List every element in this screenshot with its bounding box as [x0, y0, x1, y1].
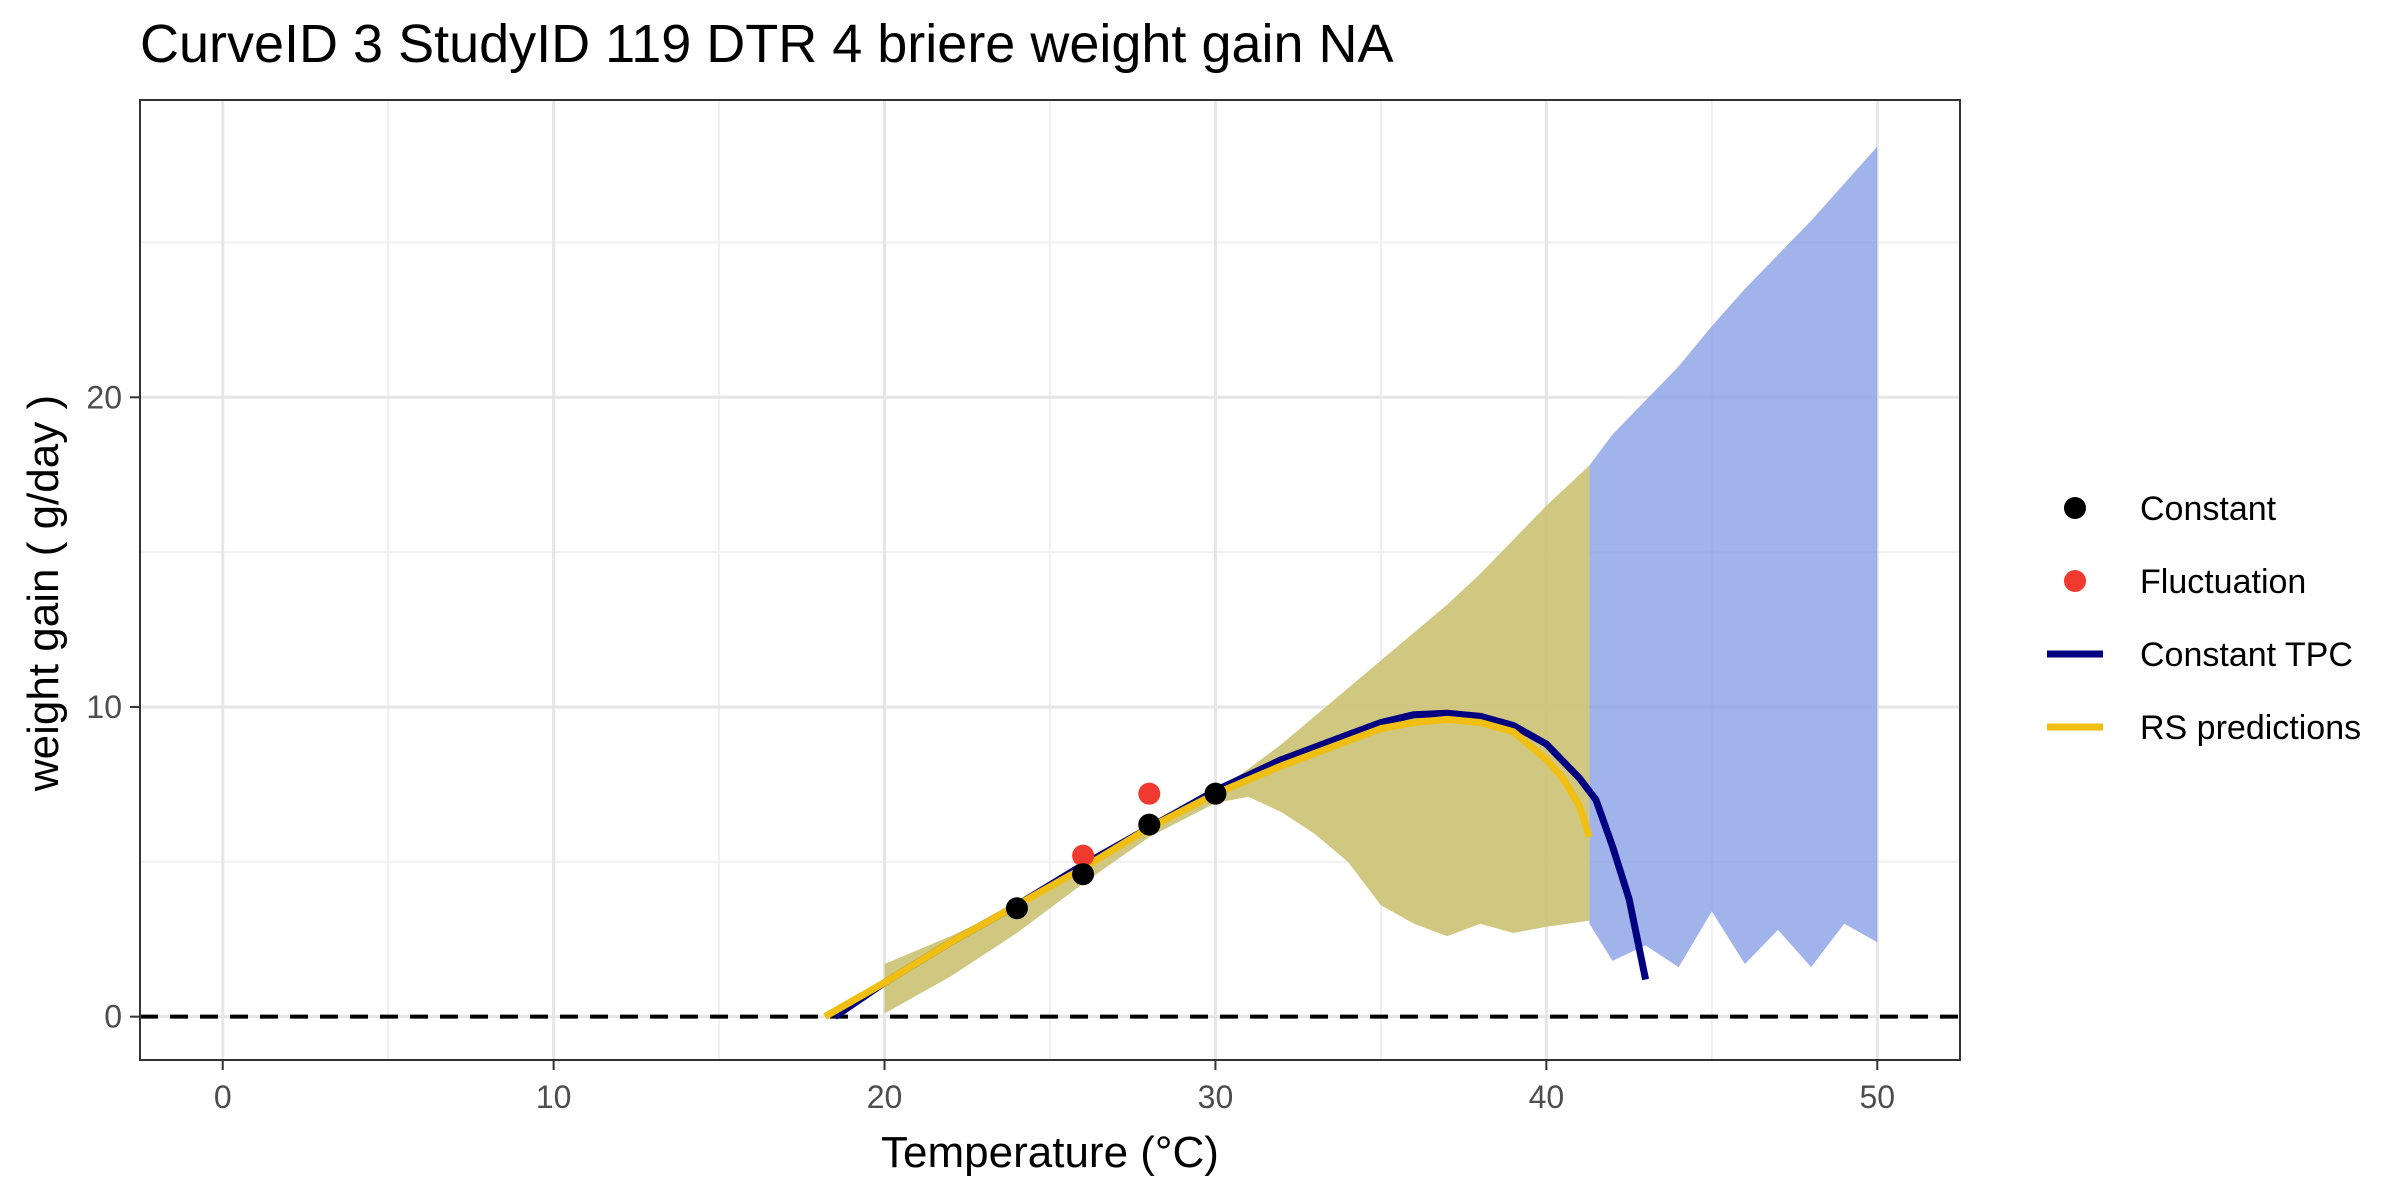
series-lines — [823, 709, 1650, 1020]
legend-item-constant: Constant — [2064, 490, 2277, 528]
constant-point — [1204, 782, 1227, 805]
legend-label: Constant TPC — [2140, 636, 2353, 674]
rs-predictions-line — [823, 715, 1593, 1020]
y-tick-label: 10 — [86, 689, 122, 725]
legend-label: RS predictions — [2140, 709, 2361, 747]
constant-point — [1072, 863, 1095, 886]
legend-item-fluctuation: Fluctuation — [2064, 563, 2306, 601]
constant-point — [1005, 897, 1028, 920]
constant-tpc-interval-band — [1589, 146, 1878, 968]
panel-border — [139, 99, 1961, 1061]
y-tick-label: 0 — [104, 999, 122, 1035]
legend-item-constant-tpc: Constant TPC — [2047, 636, 2353, 674]
x-axis-title: Temperature (°C) — [881, 1128, 1219, 1177]
chart-title: CurveID 3 StudyID 119 DTR 4 briere weigh… — [140, 14, 1394, 74]
confidence-bands — [884, 146, 1878, 1014]
x-tick-label: 20 — [867, 1079, 903, 1115]
constant-point — [1138, 813, 1161, 836]
fluctuation-point — [1072, 844, 1095, 867]
legend: Constant Fluctuation Constant TPC RS predic… — [2047, 490, 2361, 747]
x-tick-label: 0 — [214, 1079, 232, 1115]
x-tick-label: 10 — [536, 1079, 572, 1115]
y-tick-label: 20 — [86, 379, 122, 415]
legend-item-rs-predictions: RS predictions — [2047, 709, 2361, 747]
legend-label: Fluctuation — [2140, 563, 2306, 601]
rs-predictions-interval-band — [884, 465, 1590, 1014]
y-axis-ticks: 0 10 20 — [86, 379, 140, 1035]
data-points — [1005, 782, 1227, 920]
legend-key-point — [2064, 497, 2086, 519]
legend-key-point — [2064, 570, 2086, 592]
x-tick-label: 50 — [1859, 1079, 1895, 1115]
x-axis-ticks: 0 10 20 30 40 50 — [214, 1060, 1895, 1115]
x-tick-label: 40 — [1529, 1079, 1565, 1115]
fluctuation-point — [1138, 782, 1161, 805]
legend-label: Constant — [2140, 490, 2277, 528]
y-axis-title: weight gain ( g/day ) — [19, 395, 68, 792]
x-tick-label: 30 — [1198, 1079, 1234, 1115]
